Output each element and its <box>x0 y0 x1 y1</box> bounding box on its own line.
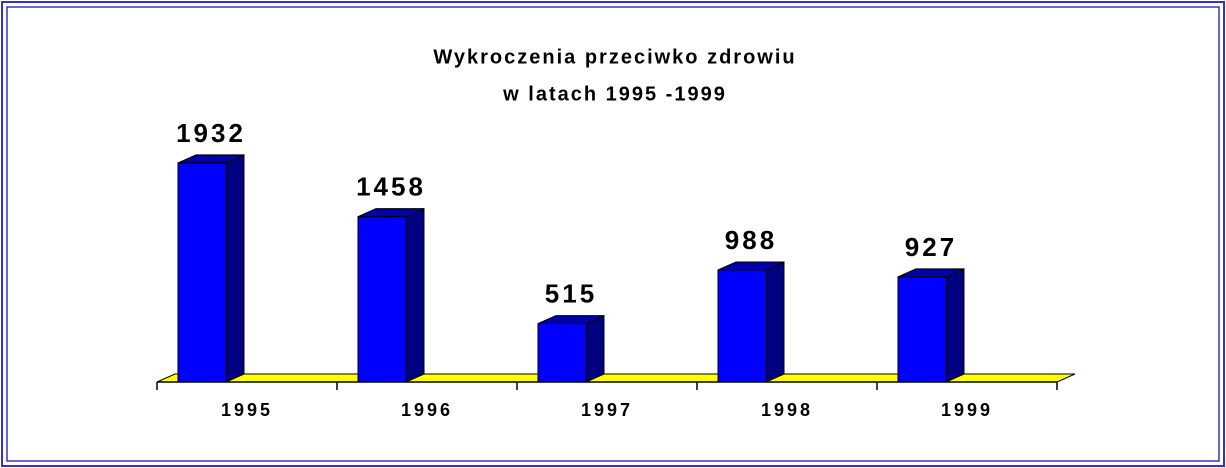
x-tick-label: 1995 <box>221 400 273 420</box>
bar-side <box>765 261 785 383</box>
chart-title: Wykroczenia przeciwko zdrowiu <box>433 46 796 68</box>
bar-side <box>945 268 965 383</box>
bar <box>357 216 407 383</box>
value-label: 927 <box>905 232 957 262</box>
bar-side <box>405 207 425 383</box>
x-tick-label: 1999 <box>941 400 993 420</box>
bar <box>537 323 587 383</box>
x-tick-label: 1996 <box>401 400 453 420</box>
x-tick-label: 1997 <box>581 400 633 420</box>
bar-side <box>225 154 245 383</box>
value-label: 988 <box>725 225 777 255</box>
value-label: 1932 <box>176 118 246 148</box>
bar <box>717 269 767 383</box>
inner-border <box>6 6 1220 462</box>
value-label: 515 <box>545 278 597 308</box>
x-tick-label: 1998 <box>761 400 813 420</box>
value-label: 1458 <box>356 172 426 202</box>
chart-subtitle: w latach 1995 -1999 <box>502 83 727 105</box>
bar-side <box>585 314 605 383</box>
bar <box>897 276 947 383</box>
bar <box>177 162 227 383</box>
